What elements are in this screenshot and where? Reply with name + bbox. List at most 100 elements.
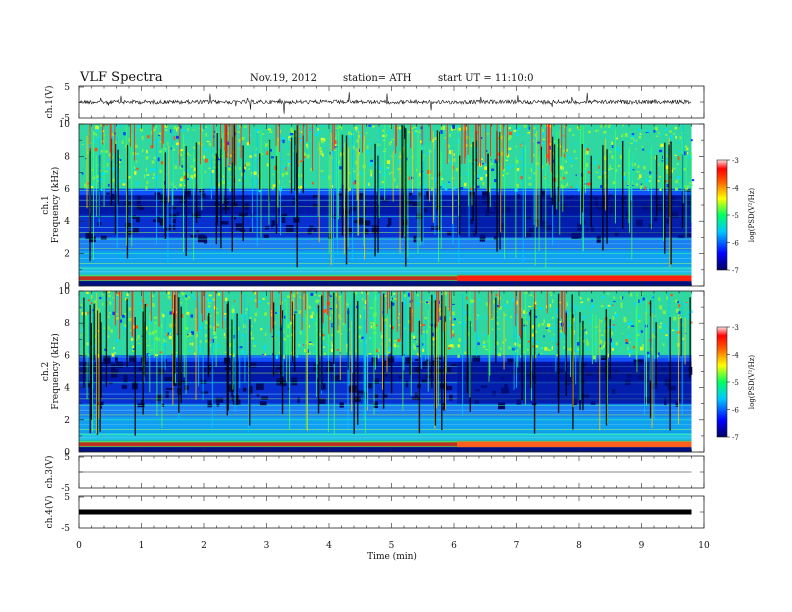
spectral-pixel (162, 314, 165, 317)
spectral-pixel (638, 174, 642, 179)
spectral-pixel (691, 184, 693, 186)
spectral-pixel (564, 171, 568, 175)
spectral-pixel (320, 170, 324, 172)
spectral-pixel (497, 328, 500, 330)
spectral-pixel (427, 151, 430, 156)
spectral-gap (359, 390, 366, 395)
spectral-pixel (451, 323, 455, 326)
spectral-pixel (271, 187, 275, 190)
spectral-pixel (111, 353, 115, 357)
spectral-pixel (286, 295, 290, 299)
spectral-pixel (610, 168, 614, 170)
spectral-pixel (107, 294, 111, 297)
spectral-pixel (625, 342, 629, 344)
spectral-pixel (378, 348, 380, 352)
spectral-pixel (515, 183, 518, 187)
spectral-pixel (163, 338, 166, 343)
spectral-pixel (645, 132, 649, 134)
spectral-gap (90, 233, 94, 237)
spectral-pixel (95, 133, 97, 137)
spectral-pixel (637, 314, 640, 319)
spectral-gap (425, 374, 431, 378)
spectral-pixel (308, 128, 311, 131)
spectral-pixel (101, 188, 103, 191)
spectral-pixel (288, 164, 292, 167)
spectral-pixel (649, 150, 652, 154)
spectral-pixel (120, 124, 123, 127)
spectral-pixel (298, 343, 301, 347)
spectral-pixel (568, 324, 572, 327)
spectral-pixel (96, 176, 100, 181)
spectral-pixel (100, 124, 103, 127)
y-tick-label: 8 (64, 319, 70, 329)
spectral-pixel (516, 132, 519, 135)
spectral-pixel (284, 297, 286, 301)
spectral-gap (385, 372, 388, 377)
spectral-pixel (302, 317, 305, 322)
spectral-pixel (287, 324, 290, 329)
spectral-pixel (379, 170, 381, 173)
spectral-pixel (329, 295, 332, 297)
spectral-pixel (167, 142, 169, 146)
spectral-gap (399, 375, 402, 379)
dark-region (457, 195, 692, 238)
spectral-pixel (657, 179, 660, 182)
spectral-pixel (87, 311, 89, 315)
spectral-pixel (623, 318, 627, 323)
recording-date: Nov.19, 2012 (250, 73, 317, 84)
spectral-pixel (109, 301, 112, 305)
spectral-pixel (190, 294, 194, 297)
spectral-pixel (331, 311, 334, 314)
spectral-pixel (172, 297, 175, 300)
spectral-pixel (547, 323, 551, 328)
spectral-pixel (659, 133, 662, 136)
spectral-pixel (541, 323, 545, 326)
spectral-pixel (364, 300, 367, 305)
spectral-pixel (337, 297, 340, 302)
spectral-pixel (367, 291, 369, 295)
spectral-pixel (662, 324, 666, 328)
spectral-gap (116, 361, 124, 369)
spectral-pixel (358, 148, 360, 153)
spectral-pixel (666, 170, 670, 174)
spectral-pixel (647, 354, 650, 358)
spectral-pixel (542, 169, 546, 171)
spectral-pixel (300, 131, 303, 133)
spectral-pixel (381, 180, 385, 184)
spectral-pixel (229, 187, 231, 192)
spectral-pixel (388, 338, 391, 342)
spectral-pixel (207, 305, 211, 308)
spectral-pixel (595, 171, 599, 174)
spectral-pixel (547, 349, 551, 352)
spectral-pixel (135, 160, 138, 163)
spectral-pixel (101, 172, 103, 176)
spectral-pixel (267, 302, 270, 305)
spectral-pixel (611, 347, 614, 351)
spectral-pixel (269, 130, 273, 133)
spectral-pixel (679, 136, 682, 140)
spectral-pixel (567, 348, 570, 351)
spectral-pixel (348, 131, 351, 135)
y-axis-label-line: ch.4(V) (44, 496, 55, 529)
spectral-pixel (523, 125, 527, 128)
spectral-pixel (548, 326, 552, 330)
spectral-pixel (244, 166, 246, 170)
spectral-pixel (549, 304, 552, 308)
spectral-pixel (340, 333, 342, 335)
station-label: station= ATH (343, 73, 412, 84)
spectral-pixel (238, 166, 241, 170)
spectral-pixel (428, 150, 432, 153)
spectral-pixel (348, 351, 351, 354)
colorbar-tick-label: -3 (732, 324, 739, 332)
spectral-pixel (282, 139, 285, 144)
spectral-pixel (238, 148, 242, 150)
frequency-band (79, 355, 692, 362)
spectral-pixel (79, 335, 82, 337)
spectral-pixel (204, 126, 207, 129)
spectral-pixel (394, 147, 396, 150)
spectral-pixel (390, 155, 393, 157)
spectral-pixel (457, 344, 460, 348)
spectral-pixel (609, 127, 613, 129)
spectral-pixel (90, 185, 93, 189)
spectral-pixel (370, 173, 373, 177)
